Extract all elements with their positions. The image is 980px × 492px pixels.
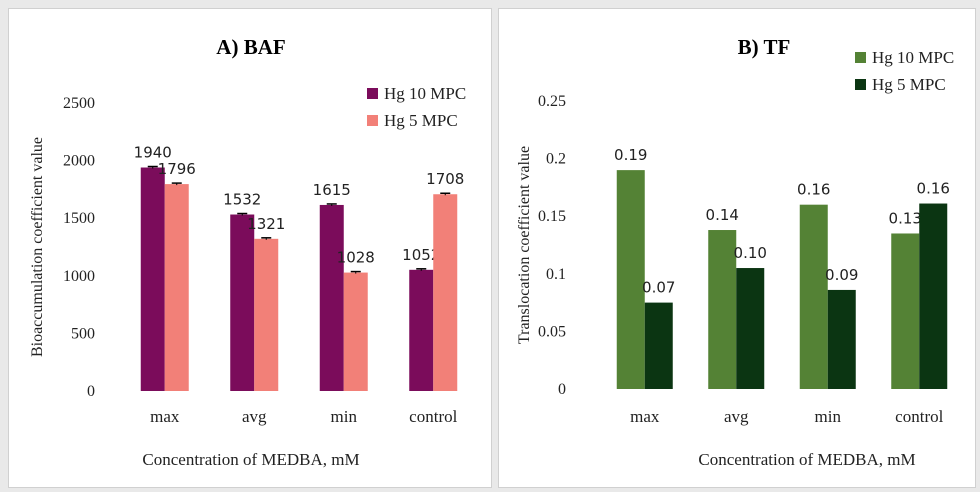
x-tick-label: min: [815, 407, 842, 426]
x-tick-label: avg: [242, 407, 267, 426]
y-tick-label: 0: [558, 381, 566, 398]
bar-hg-10-mpc: [140, 167, 165, 391]
y-tick-label: 0.15: [538, 208, 566, 225]
x-axis-label: Concentration of MEDBA, mM: [142, 450, 359, 469]
x-tick-label: max: [630, 407, 660, 426]
legend-label: Hg 5 MPC: [384, 111, 458, 130]
legend-label: Hg 10 MPC: [872, 48, 954, 67]
y-tick-label: 2500: [63, 95, 95, 112]
legend-label: Hg 5 MPC: [872, 75, 946, 94]
y-tick-label: 2000: [63, 153, 95, 170]
bar-hg-5-mpc: [827, 289, 856, 389]
data-label: 0.16: [917, 180, 950, 198]
x-tick-label: min: [331, 407, 358, 426]
data-label: 0.14: [706, 206, 739, 224]
legend-swatch: [855, 79, 866, 90]
y-axis-label: Bioaccumulation coefficient value: [29, 137, 46, 357]
data-label: 0.09: [825, 266, 858, 284]
data-label: 1615: [313, 181, 351, 199]
data-label: 1028: [337, 249, 375, 267]
legend-label: Hg 10 MPC: [384, 84, 466, 103]
y-tick-label: 0.05: [538, 323, 566, 340]
bar-hg-5-mpc: [343, 272, 368, 391]
data-label: 0.10: [734, 244, 767, 262]
bar-hg-10-mpc: [319, 204, 344, 391]
data-label: 1796: [158, 160, 196, 178]
data-label: 1708: [426, 170, 464, 188]
legend-swatch: [367, 115, 378, 126]
x-tick-label: control: [895, 407, 943, 426]
y-tick-label: 500: [71, 325, 95, 342]
data-label: 0.16: [797, 181, 830, 199]
x-axis-label: Concentration of MEDBA, mM: [698, 450, 915, 469]
legend-swatch: [855, 52, 866, 63]
bar-hg-10-mpc: [616, 170, 645, 389]
data-label: 1940: [134, 144, 172, 162]
x-tick-label: max: [150, 407, 180, 426]
tf-chart-svg: B) TF 0 0.05 0.1 0.15 0.2 0.25 Translocation co…: [516, 35, 954, 469]
x-tick-label: avg: [724, 407, 749, 426]
legend-swatch: [367, 88, 378, 99]
data-label: 0.13: [889, 209, 922, 227]
bar-hg-10-mpc: [799, 204, 828, 389]
bar-hg-5-mpc: [644, 302, 673, 389]
bar-hg-10-mpc: [891, 233, 920, 389]
chart-title: B) TF: [738, 35, 791, 59]
bar-hg-5-mpc: [254, 238, 279, 391]
bar-hg-5-mpc: [164, 184, 189, 391]
y-tick-label: 1500: [63, 210, 95, 227]
bar-hg-5-mpc: [736, 268, 765, 389]
x-tick-label: control: [409, 407, 457, 426]
chart-panel-tf: B) TF 0 0.05 0.1 0.15 0.2 0.25 Translocation co…: [498, 8, 976, 488]
chart-panel-baf: A) BAF 0 500 1000 1500 2000 2500 Bioaccumulatio…: [8, 8, 492, 488]
bar-hg-5-mpc: [919, 203, 948, 389]
y-tick-label: 0: [87, 383, 95, 400]
data-label: 1052: [402, 246, 440, 264]
data-label: 1532: [223, 191, 261, 209]
data-label: 0.07: [642, 279, 675, 297]
y-tick-label: 1000: [63, 268, 95, 285]
y-tick-label: 0.2: [546, 151, 566, 168]
y-axis-label: Translocation coefficient value: [516, 146, 533, 344]
data-label: 1321: [247, 215, 285, 233]
y-tick-label: 0.25: [538, 93, 566, 110]
data-label: 0.19: [614, 146, 647, 164]
bar-hg-5-mpc: [433, 194, 458, 391]
bar-hg-10-mpc: [708, 230, 737, 389]
chart-title: A) BAF: [216, 35, 285, 59]
baf-chart-svg: A) BAF 0 500 1000 1500 2000 2500 Bioaccumulatio…: [29, 35, 466, 469]
y-tick-label: 0.1: [546, 266, 566, 283]
bar-hg-10-mpc: [230, 214, 255, 391]
bar-hg-10-mpc: [409, 269, 434, 391]
